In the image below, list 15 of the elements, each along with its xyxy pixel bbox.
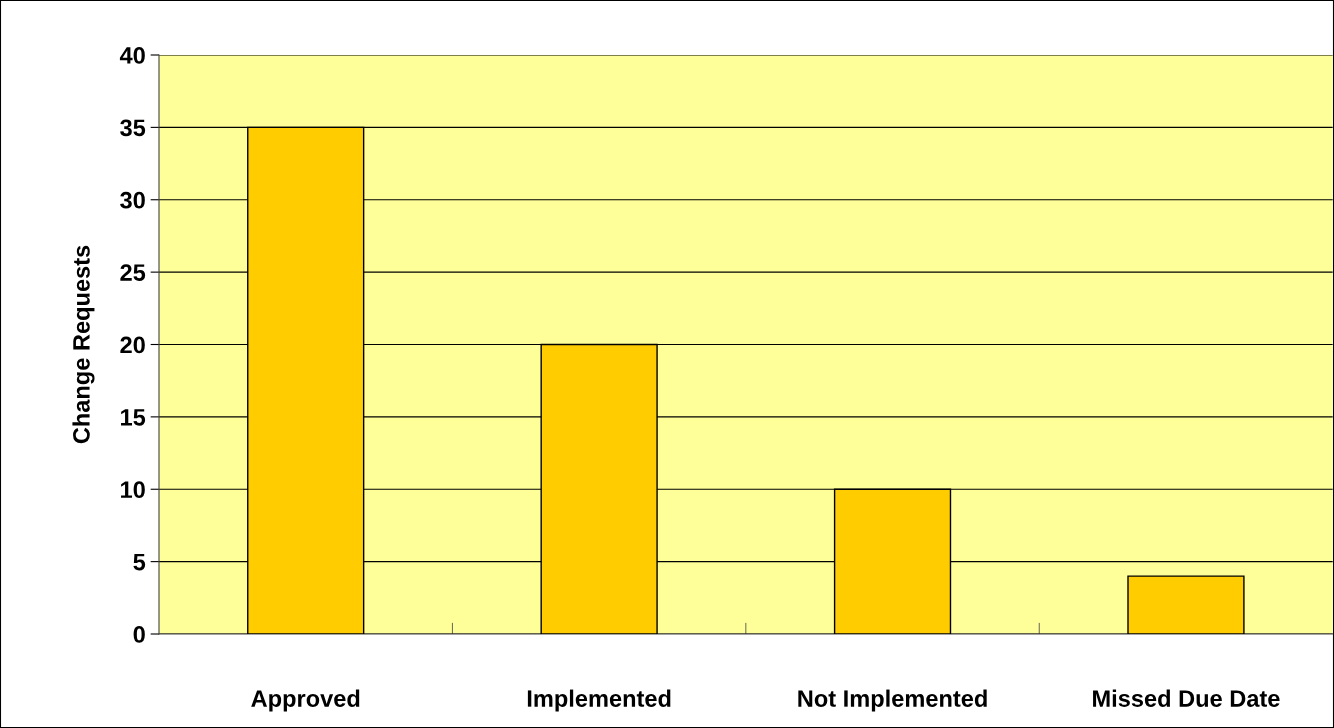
y-tick-label: 40 [119,47,145,64]
x-tick-label: Implemented [527,689,671,712]
x-tick-label: Not Implemented [798,689,987,712]
y-tick-label: 15 [121,409,146,426]
y-axis-title: Change Requests [72,245,95,444]
bar [1127,575,1245,634]
x-tick-label: Missed Due Date [1093,689,1280,707]
y-tick-label: 35 [120,119,146,137]
y-tick-label: 10 [121,481,145,499]
y-tick-label: 20 [120,336,145,354]
y-tick-label: 25 [120,264,146,281]
y-tick-label: 5 [133,553,146,571]
y-tick-label: 0 [133,626,145,643]
y-tick-label: 30 [120,191,145,209]
x-tick-label: Approved [251,689,360,712]
